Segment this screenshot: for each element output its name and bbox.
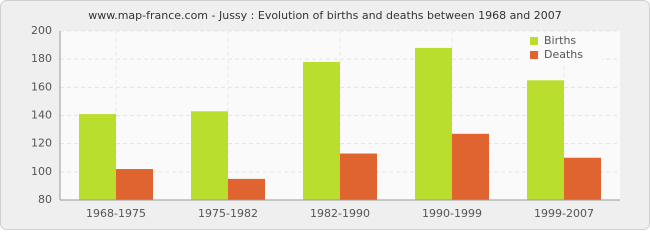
bar — [452, 133, 489, 200]
bar — [79, 114, 116, 200]
x-tick-label: 1982-1990 — [310, 207, 370, 220]
x-tick-label: 1999-2007 — [534, 207, 594, 220]
bar — [228, 178, 265, 200]
y-tick-label: 100 — [31, 165, 52, 178]
bar — [564, 157, 601, 200]
legend-label: Deaths — [544, 48, 583, 61]
y-tick-label: 180 — [31, 52, 52, 65]
bar — [303, 61, 340, 200]
legend-label: Births — [544, 34, 576, 47]
y-tick-label: 160 — [31, 80, 52, 93]
y-tick-label: 120 — [31, 137, 52, 150]
chart-title: www.map-france.com - Jussy : Evolution o… — [88, 9, 562, 22]
x-tick-label: 1968-1975 — [86, 207, 146, 220]
bar — [527, 80, 564, 200]
legend-swatch — [530, 51, 538, 59]
x-tick-label: 1975-1982 — [198, 207, 258, 220]
bar — [340, 153, 377, 200]
chart: www.map-france.com - Jussy : Evolution o… — [0, 0, 650, 230]
bar — [415, 47, 452, 201]
y-tick-label: 140 — [31, 109, 52, 122]
legend-swatch — [530, 37, 538, 45]
bar — [116, 169, 153, 200]
y-tick-label: 200 — [31, 24, 52, 37]
y-tick-label: 80 — [38, 193, 52, 206]
bar — [191, 111, 228, 200]
x-tick-label: 1990-1999 — [422, 207, 482, 220]
